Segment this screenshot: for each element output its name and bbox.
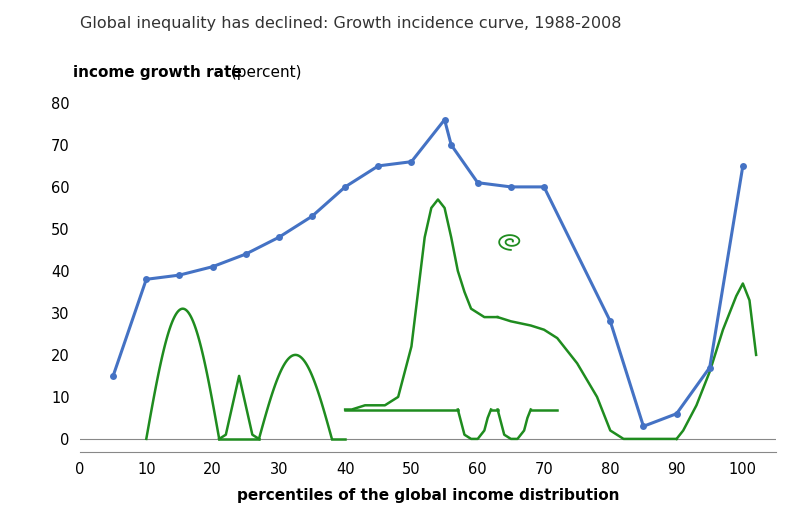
Text: (percent): (percent) bbox=[226, 65, 302, 80]
Text: income growth rate: income growth rate bbox=[73, 65, 242, 80]
X-axis label: percentiles of the global income distribution: percentiles of the global income distrib… bbox=[237, 488, 619, 503]
Text: Global inequality has declined: Growth incidence curve, 1988-2008: Global inequality has declined: Growth i… bbox=[80, 16, 622, 31]
